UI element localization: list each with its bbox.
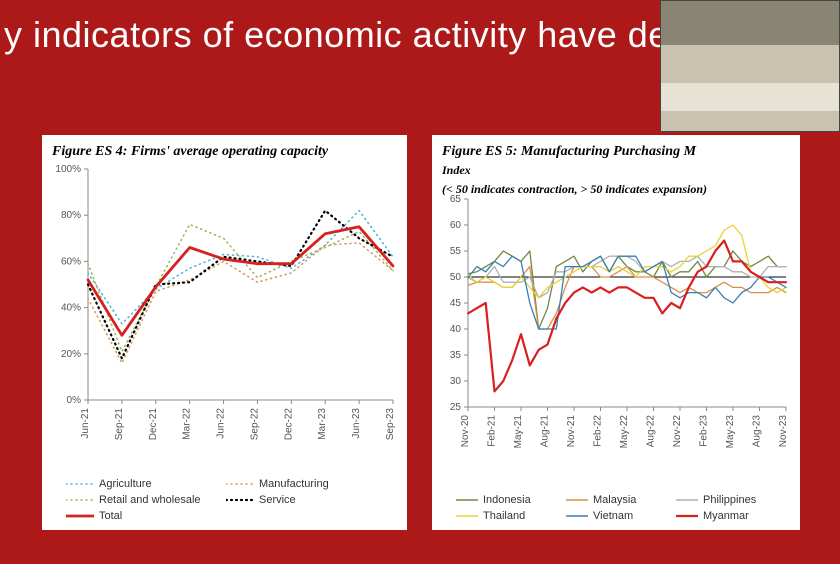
svg-text:55: 55 — [450, 246, 462, 257]
figure-es5-legend: Indonesia Malaysia Philippines Thailand Viet… — [456, 494, 790, 522]
svg-text:Feb-21: Feb-21 — [487, 415, 498, 447]
figure-es5-panel: Figure ES 5: Manufacturing Purchasing M … — [432, 135, 800, 530]
svg-text:0%: 0% — [67, 395, 82, 406]
svg-text:Feb-22: Feb-22 — [593, 415, 604, 447]
svg-text:50: 50 — [450, 272, 462, 283]
svg-text:65: 65 — [450, 195, 462, 205]
svg-text:May-21: May-21 — [513, 415, 524, 449]
figure-es4-title: Figure ES 4: Firms' average operating ca… — [42, 135, 407, 163]
figure-es5-title: Figure ES 5: Manufacturing Purchasing M — [432, 135, 800, 163]
figure-es5-plot: 25 30 35 40 45 50 55 60 65 Nov-20 Feb-21 May-21 Aug-… — [438, 195, 794, 455]
legend-item-vietnam: Vietnam — [566, 510, 666, 522]
legend-item-philippines: Philippines — [676, 494, 776, 506]
svg-text:Sep-22: Sep-22 — [249, 408, 260, 441]
figure-es4-plot: 0% 20% 40% 60% 80% 100% Jun-21 Sep-21 Dec-21 Mar-… — [48, 163, 401, 448]
svg-text:Nov-23: Nov-23 — [778, 415, 789, 448]
legend-item-malaysia: Malaysia — [566, 494, 666, 506]
legend-item-indonesia: Indonesia — [456, 494, 556, 506]
svg-text:35: 35 — [450, 350, 462, 361]
video-thumbnail[interactable] — [660, 0, 840, 132]
svg-text:Dec-22: Dec-22 — [283, 408, 294, 441]
svg-text:Aug-23: Aug-23 — [752, 415, 763, 448]
svg-text:Jun-22: Jun-22 — [216, 408, 227, 439]
svg-text:Mar-22: Mar-22 — [182, 408, 193, 440]
svg-text:Nov-21: Nov-21 — [566, 415, 577, 448]
svg-text:Jun-23: Jun-23 — [351, 408, 362, 439]
figure-es4-panel: Figure ES 4: Firms' average operating ca… — [42, 135, 407, 530]
svg-text:Nov-20: Nov-20 — [460, 415, 471, 448]
legend-item-thailand: Thailand — [456, 510, 556, 522]
svg-text:Feb-23: Feb-23 — [699, 415, 710, 447]
svg-text:60%: 60% — [61, 256, 81, 267]
svg-text:Aug-21: Aug-21 — [540, 415, 551, 448]
svg-text:Mar-23: Mar-23 — [317, 408, 328, 440]
svg-text:May-23: May-23 — [725, 415, 736, 449]
svg-text:40%: 40% — [61, 303, 81, 314]
svg-text:Dec-21: Dec-21 — [148, 408, 159, 441]
legend-item-manufacturing: Manufacturing — [226, 478, 376, 490]
svg-text:Sep-21: Sep-21 — [114, 408, 125, 441]
svg-text:Nov-22: Nov-22 — [672, 415, 683, 448]
figure-es4-legend: Agriculture Manufacturing Retail and whole… — [66, 478, 397, 522]
svg-text:Jun-21: Jun-21 — [80, 408, 91, 439]
legend-item-agriculture: Agriculture — [66, 478, 216, 490]
svg-text:Aug-22: Aug-22 — [646, 415, 657, 448]
legend-item-myanmar: Myanmar — [676, 510, 776, 522]
svg-text:45: 45 — [450, 298, 462, 309]
svg-text:60: 60 — [450, 220, 462, 231]
svg-text:80%: 80% — [61, 210, 81, 221]
slide-background: y indicators of economic activity have d… — [0, 0, 840, 564]
svg-text:May-22: May-22 — [619, 415, 630, 449]
legend-item-total: Total — [66, 510, 216, 522]
legend-item-retail-and-wholesale: Retail and wholesale — [66, 494, 216, 506]
svg-text:20%: 20% — [61, 349, 81, 360]
svg-text:Sep-23: Sep-23 — [385, 408, 396, 441]
figure-es5-sub1: Index — [432, 163, 800, 182]
legend-item-service: Service — [226, 494, 376, 506]
svg-text:100%: 100% — [55, 164, 81, 175]
svg-text:30: 30 — [450, 376, 462, 387]
svg-text:40: 40 — [450, 324, 462, 335]
svg-text:25: 25 — [450, 402, 462, 413]
